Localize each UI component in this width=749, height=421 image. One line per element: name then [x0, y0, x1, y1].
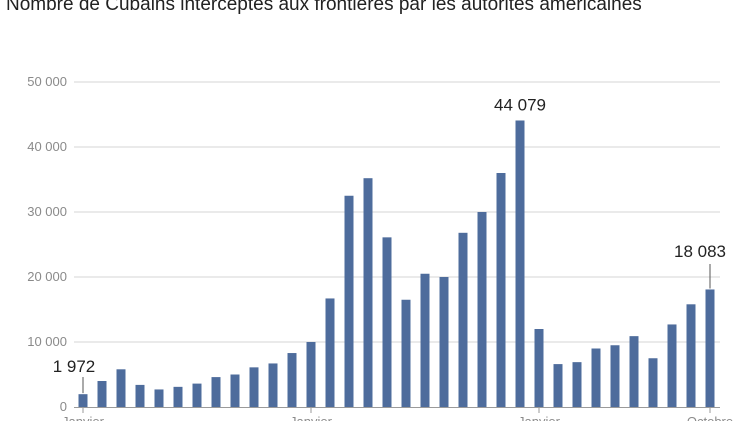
bar	[306, 342, 316, 407]
y-tick-label: 0	[60, 399, 67, 414]
bar	[667, 324, 677, 407]
bar	[363, 178, 373, 407]
bar	[97, 381, 107, 407]
y-axis-tick-labels: 0 10 000 20 000 30 000 40 000 50 000	[27, 74, 67, 414]
bar	[458, 232, 468, 407]
bar	[629, 336, 639, 407]
bar	[268, 363, 278, 407]
bar	[610, 345, 620, 407]
x-tick-label: Janvier	[518, 414, 561, 421]
bar	[173, 386, 183, 407]
bar	[116, 369, 126, 407]
x-tick-label: Janvier	[62, 414, 105, 421]
bar	[439, 277, 449, 407]
y-tick-label: 10 000	[27, 334, 67, 349]
bar	[401, 299, 411, 407]
bar	[686, 304, 696, 407]
bar	[325, 298, 335, 407]
chart-title: Nombre de Cubains interceptés aux fronti…	[6, 0, 642, 15]
x-tick-label: Janvier	[290, 414, 333, 421]
gridlines	[74, 81, 720, 343]
bar	[230, 374, 240, 407]
y-tick-label: 40 000	[27, 139, 67, 154]
bar	[591, 348, 601, 407]
data-label: 44 079	[494, 95, 546, 114]
bar	[572, 362, 582, 407]
bar	[553, 364, 563, 407]
bar	[705, 289, 715, 407]
bar	[515, 120, 525, 407]
bar	[648, 358, 658, 407]
data-label: 1 972	[53, 357, 96, 376]
x-tick-label: Octobre	[687, 414, 733, 421]
bars	[78, 120, 715, 407]
bar	[382, 237, 392, 407]
bar	[78, 394, 88, 407]
bar	[135, 384, 145, 407]
bar	[192, 383, 202, 407]
y-tick-label: 30 000	[27, 204, 67, 219]
bar	[420, 273, 430, 407]
bar	[534, 329, 544, 407]
y-tick-label: 20 000	[27, 269, 67, 284]
x-axis: Janvier Janvier Janvier Octobre	[62, 407, 733, 421]
y-tick-label: 50 000	[27, 74, 67, 89]
bar	[344, 195, 354, 407]
bar	[287, 353, 297, 407]
bar	[496, 173, 506, 407]
bar	[211, 377, 221, 407]
bar	[249, 367, 259, 407]
annotations: 1 972 44 079 18 083	[53, 95, 726, 394]
bar	[154, 389, 164, 407]
bar	[477, 212, 487, 407]
data-label: 18 083	[674, 242, 726, 261]
